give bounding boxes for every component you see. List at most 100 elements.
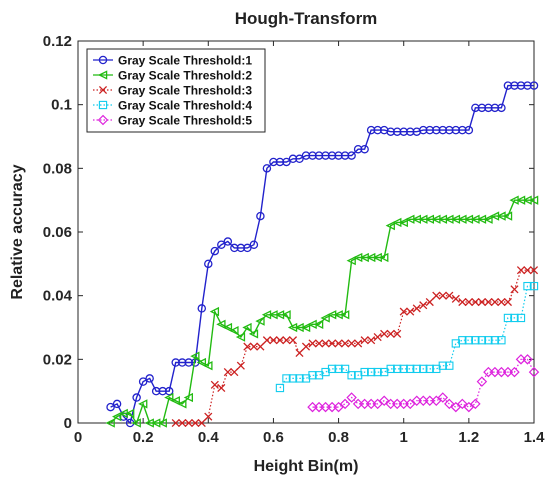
- legend-item: Gray Scale Threshold:5: [93, 114, 252, 128]
- series-3-point: [373, 332, 382, 342]
- series-3-point: [171, 418, 180, 428]
- y-tick-label: 0.06: [43, 224, 72, 241]
- series-4-point: [334, 364, 343, 374]
- series-4-point: [393, 364, 402, 374]
- series-3-point-stroke: [399, 307, 408, 316]
- series-3-point: [516, 266, 526, 275]
- series-2-point: [528, 195, 539, 205]
- axes: 0 0.2 0.4 0.6 0.8 1 1.2 1.4 0 0.02 0.04 0.06 0.08 0.1…: [43, 33, 545, 446]
- series-3-point: [477, 297, 486, 307]
- series-1-point: [399, 127, 408, 136]
- series-3-point-stroke: [178, 418, 187, 428]
- series-3-point: [490, 297, 499, 307]
- series-3-point: [334, 339, 343, 348]
- series-5-point: [509, 366, 520, 378]
- series-3-point-stroke: [243, 342, 252, 351]
- series-1-point: [373, 125, 382, 135]
- series-3-point: [445, 291, 454, 300]
- series-1: [106, 81, 539, 428]
- series-3-point: [438, 291, 447, 300]
- series-1-point: [314, 151, 324, 160]
- series-5-point: [346, 392, 357, 403]
- series-1-point: [243, 243, 252, 253]
- series-1-point: [288, 154, 298, 164]
- series-4-point: [406, 364, 415, 374]
- series-1-point: [366, 125, 376, 135]
- y-tick-label: 0: [64, 415, 72, 432]
- series-1-point: [217, 240, 226, 249]
- series-3-point-stroke: [308, 339, 317, 348]
- series-1-point: [275, 157, 285, 167]
- series-2: [105, 195, 539, 428]
- x-axis-label: Height Bin(m): [254, 458, 359, 475]
- series-1-point: [308, 151, 317, 160]
- series-3-point-stroke: [288, 336, 298, 345]
- series-4-point: [347, 371, 356, 380]
- series-3-point-stroke: [334, 339, 343, 348]
- series-3-point-stroke: [301, 342, 311, 351]
- series-4-point: [340, 364, 350, 374]
- series-1-point: [262, 164, 272, 173]
- series-1-point: [327, 151, 337, 160]
- series-3-point-stroke: [269, 336, 278, 345]
- series-2-point: [281, 310, 291, 320]
- series-1-point: [529, 81, 539, 90]
- series-4: [275, 281, 539, 393]
- series-3-point: [210, 380, 219, 389]
- series-4-point: [419, 364, 428, 374]
- series-1-point: [471, 103, 480, 113]
- series-4-point: [282, 374, 291, 383]
- series-1-point: [282, 157, 291, 167]
- series-3-point: [301, 342, 311, 351]
- series-4-point: [529, 281, 539, 291]
- series-3-point: [321, 339, 330, 348]
- series-4-point: [484, 336, 493, 345]
- series-4-point: [288, 374, 298, 383]
- series-5-point: [470, 398, 481, 410]
- series-1-point: [438, 125, 448, 135]
- x-tick-label: 0.6: [263, 429, 284, 446]
- series-3-point-stroke: [217, 383, 226, 393]
- series-5-point: [378, 395, 390, 406]
- series-3-point: [471, 297, 480, 307]
- series-1-point: [425, 125, 435, 135]
- series-3-point-stroke: [445, 291, 454, 300]
- series-3-point-stroke: [275, 336, 285, 345]
- series-3-point: [399, 307, 408, 316]
- series-3-point-stroke: [523, 266, 532, 275]
- series-2-point: [235, 332, 246, 342]
- series-3-point: [523, 266, 532, 275]
- series-3-point-stroke: [282, 336, 291, 345]
- series-3-point-stroke: [347, 339, 356, 348]
- series-1-point: [112, 399, 122, 409]
- series-1-point: [138, 377, 148, 386]
- legend-item: Gray Scale Threshold:3: [93, 84, 252, 98]
- series-1-point: [490, 103, 500, 113]
- legend-marker: [97, 114, 109, 126]
- series-2-point: [255, 316, 265, 326]
- series-3-point: [249, 342, 258, 351]
- series-1-point: [164, 386, 174, 396]
- series-5-point: [339, 398, 351, 410]
- series-1-point: [477, 103, 487, 113]
- series-3-point: [197, 418, 206, 428]
- series-2-point: [379, 252, 389, 263]
- series-4-point: [516, 313, 526, 323]
- series-3-point-stroke: [373, 332, 382, 342]
- series-3-point: [432, 291, 441, 300]
- series-3-point: [510, 285, 519, 294]
- series-1-point: [458, 125, 467, 135]
- series-2-point: [340, 310, 350, 320]
- series-3-point-stroke: [503, 297, 513, 307]
- legend-label: Gray Scale Threshold:3: [118, 84, 252, 98]
- series-4-point: [458, 336, 467, 345]
- legend-label: Gray Scale Threshold:1: [118, 54, 252, 68]
- series-1-point: [236, 243, 246, 253]
- series-5: [307, 354, 540, 413]
- series-1-point: [177, 358, 187, 367]
- series-1-point: [405, 127, 415, 136]
- y-tick-label: 0.04: [43, 288, 73, 305]
- series-2-point: [320, 313, 330, 323]
- series-2-point: [203, 361, 213, 371]
- series-2-point: [229, 326, 239, 336]
